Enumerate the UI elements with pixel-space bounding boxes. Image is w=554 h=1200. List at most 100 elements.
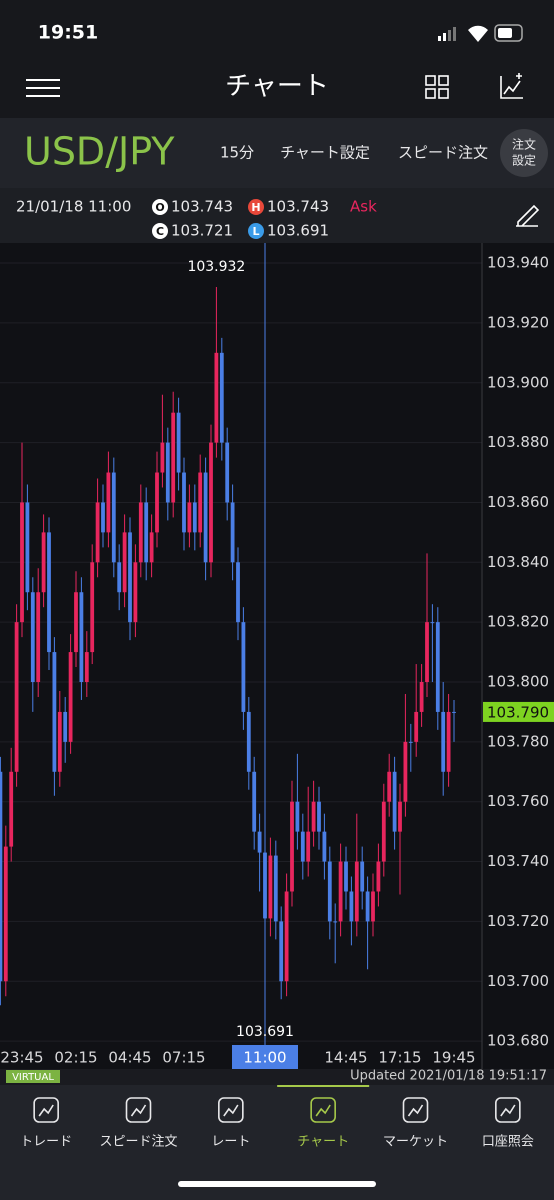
candle-body xyxy=(171,412,176,503)
tab-icon xyxy=(402,1097,429,1123)
candle-body xyxy=(3,846,8,982)
candle-body xyxy=(333,921,338,923)
battery-outline xyxy=(494,24,523,42)
clock: 19:51 xyxy=(38,22,98,44)
indicator-axis xyxy=(500,76,523,99)
tab[interactable]: レート xyxy=(211,1097,250,1150)
info-datetime: 21/01/18 11:00 xyxy=(16,198,131,216)
badge-bg xyxy=(248,199,264,215)
layout-cell xyxy=(438,88,449,99)
candle-body xyxy=(381,801,386,862)
candle-body xyxy=(284,891,289,982)
info-close: C 103.721 xyxy=(152,222,233,240)
y-tick-label: 103.760 xyxy=(487,792,549,810)
candle-body xyxy=(425,622,429,683)
badge-bg xyxy=(152,223,168,239)
y-tick-label: 103.800 xyxy=(487,673,549,691)
candle-body xyxy=(122,532,127,593)
candle-body xyxy=(311,801,316,832)
candle-body xyxy=(144,502,149,563)
candle-body xyxy=(408,741,413,743)
candle-body xyxy=(101,502,105,533)
tab-icon xyxy=(495,1097,521,1123)
candle-body xyxy=(241,622,246,712)
candle-body xyxy=(344,861,348,892)
tab-active-indicator xyxy=(277,1085,370,1087)
tab-label: マーケット xyxy=(383,1135,448,1150)
candle-body xyxy=(387,771,392,802)
layout-icon[interactable] xyxy=(425,75,449,99)
candle-body xyxy=(176,412,181,473)
candle-body xyxy=(365,891,370,922)
y-tick-label: 103.880 xyxy=(487,433,549,451)
y-tick-label: 103.680 xyxy=(487,1032,549,1050)
candle-body xyxy=(279,921,284,982)
y-tick-label: 103.700 xyxy=(487,972,549,990)
chart-settings-button[interactable]: チャート設定 xyxy=(280,144,370,162)
nav-title: チャート xyxy=(225,72,329,102)
candle-body xyxy=(403,741,408,802)
candle-body xyxy=(160,442,165,473)
indicator-plus xyxy=(516,73,522,79)
candle-body xyxy=(430,622,435,624)
candle-body xyxy=(268,855,273,919)
home-indicator xyxy=(178,1181,376,1187)
y-tick-label: 103.740 xyxy=(487,852,549,870)
candle-body xyxy=(338,861,343,922)
menu-icon[interactable] xyxy=(26,79,60,97)
tab-icon-mark xyxy=(38,1104,54,1117)
order-settings-button[interactable] xyxy=(500,129,548,177)
candle-body xyxy=(106,472,111,533)
last-price-bg xyxy=(483,701,554,722)
candle-body xyxy=(155,472,159,533)
y-tick-label: 103.820 xyxy=(487,613,549,631)
candle-body xyxy=(25,502,30,593)
tab[interactable]: マーケット xyxy=(383,1097,448,1150)
candle-body xyxy=(90,562,95,653)
tab-icon-mark xyxy=(500,1104,516,1117)
x-tick-label: 19:45 xyxy=(432,1049,475,1067)
candle-body xyxy=(187,502,192,533)
candle-body xyxy=(371,891,375,922)
candle-body xyxy=(52,652,57,772)
y-tick-label: 103.920 xyxy=(487,313,549,331)
y-tick-label: 103.840 xyxy=(487,553,549,571)
edit-icon[interactable] xyxy=(516,204,540,227)
updated-time: Updated 2021/01/18 19:51:17 xyxy=(350,1069,547,1084)
candle-body xyxy=(47,532,51,653)
candle-body xyxy=(290,801,294,892)
indicator-icon[interactable] xyxy=(500,73,523,99)
candle-body xyxy=(435,622,440,712)
candle-body xyxy=(419,682,424,712)
extreme-label: 103.932 xyxy=(187,259,245,275)
badge: O xyxy=(155,201,164,214)
tab-label: スピード注文 xyxy=(99,1135,177,1150)
candle-body xyxy=(349,891,354,922)
y-tick-label: 103.720 xyxy=(487,912,549,930)
badge: L xyxy=(252,225,259,238)
interval[interactable]: 15分 xyxy=(220,144,254,162)
tab-icon-mark xyxy=(130,1104,147,1117)
tab-icon xyxy=(33,1097,59,1123)
candle-body xyxy=(198,472,203,533)
y-tick-label: 103.940 xyxy=(487,254,549,272)
candle-body xyxy=(165,442,170,503)
y-tick-label: 103.900 xyxy=(487,373,549,391)
candle-body xyxy=(214,352,219,443)
candle-body xyxy=(182,472,186,533)
tab[interactable]: 口座照会 xyxy=(482,1097,534,1150)
speed-order-button[interactable]: スピード注文 xyxy=(398,144,488,162)
candle-body xyxy=(0,771,3,982)
candle-body xyxy=(192,502,197,533)
tab[interactable]: チャート xyxy=(277,1085,370,1150)
info-low: L 103.691 xyxy=(248,222,329,240)
symbol[interactable]: USD/JPY xyxy=(24,130,175,174)
tab[interactable]: トレード xyxy=(20,1097,72,1150)
layout-cell xyxy=(425,75,436,86)
candle-body xyxy=(225,442,230,503)
candle-body xyxy=(149,532,154,563)
info-open: O 103.743 xyxy=(152,198,233,216)
tab[interactable]: スピード注文 xyxy=(99,1097,178,1150)
